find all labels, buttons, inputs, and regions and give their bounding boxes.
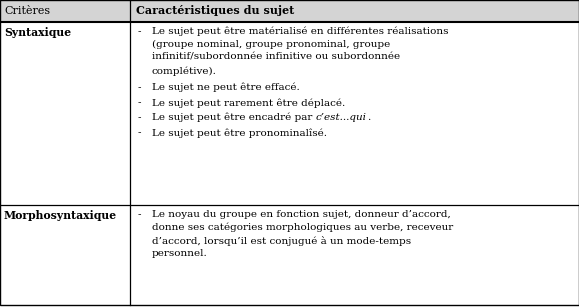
Text: c’est...qui: c’est...qui bbox=[316, 113, 367, 122]
Bar bbox=[0, 0, 579, 22]
Text: Caractéristiques du sujet: Caractéristiques du sujet bbox=[136, 6, 294, 17]
Text: Le noyau du groupe en fonction sujet, donneur d’accord,: Le noyau du groupe en fonction sujet, do… bbox=[152, 210, 450, 219]
Text: -: - bbox=[138, 128, 141, 137]
Text: Le sujet peut rarement être déplacé.: Le sujet peut rarement être déplacé. bbox=[152, 98, 345, 107]
Text: Le sujet peut être encadré par: Le sujet peut être encadré par bbox=[152, 113, 316, 122]
Text: donne ses catégories morphologiques au verbe, receveur: donne ses catégories morphologiques au v… bbox=[152, 223, 453, 232]
Text: -: - bbox=[138, 113, 141, 122]
Text: -: - bbox=[138, 98, 141, 107]
Text: -: - bbox=[138, 27, 141, 36]
Text: Le sujet peut être pronominalîsé.: Le sujet peut être pronominalîsé. bbox=[152, 128, 327, 138]
Text: personnel.: personnel. bbox=[152, 249, 208, 258]
Text: .: . bbox=[367, 113, 370, 122]
Text: -: - bbox=[138, 83, 141, 92]
Text: -: - bbox=[138, 210, 141, 219]
Text: Morphosyntaxique: Morphosyntaxique bbox=[4, 210, 117, 221]
Text: (groupe nominal, groupe pronominal, groupe: (groupe nominal, groupe pronominal, grou… bbox=[152, 40, 390, 49]
Text: complétive).: complétive). bbox=[152, 66, 217, 76]
Text: Le sujet ne peut être effacé.: Le sujet ne peut être effacé. bbox=[152, 83, 300, 92]
Text: infinitif/subordonnée infinitive ou subordonnée: infinitif/subordonnée infinitive ou subo… bbox=[152, 53, 400, 62]
Text: Syntaxique: Syntaxique bbox=[4, 27, 71, 38]
Text: Critères: Critères bbox=[4, 6, 50, 16]
Text: d’accord, lorsqu’il est conjugué à un mode-temps: d’accord, lorsqu’il est conjugué à un mo… bbox=[152, 236, 411, 246]
Text: Le sujet peut être matérialisé en différentes réalisations: Le sujet peut être matérialisé en différ… bbox=[152, 27, 449, 37]
